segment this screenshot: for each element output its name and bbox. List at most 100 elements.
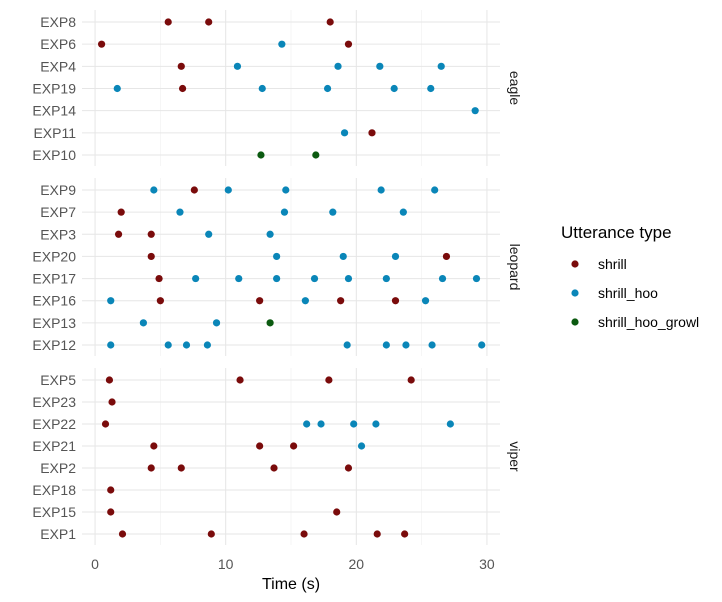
- data-point-shrill: [207, 530, 215, 538]
- row-label: EXP14: [32, 103, 76, 119]
- data-point-shrill_hoo: [258, 84, 266, 93]
- data-point-shrill_hoo: [323, 84, 332, 93]
- row-label: EXP2: [40, 460, 76, 476]
- data-point-shrill: [164, 18, 172, 26]
- row-label: EXP20: [32, 248, 76, 264]
- data-point-shrill_hoo: [278, 40, 286, 48]
- x-tick-label: 10: [218, 556, 234, 572]
- data-point-shrill_hoo: [478, 341, 486, 349]
- legend-label: shrill_hoo_growl: [598, 314, 699, 330]
- data-point-shrill: [117, 208, 125, 216]
- legend-label: shrill_hoo: [598, 285, 658, 301]
- data-point-shrill_hoo: [471, 107, 479, 115]
- data-point-shrill: [205, 18, 213, 26]
- data-point-shrill: [147, 230, 155, 238]
- legend-key-shrill_hoo: [571, 289, 579, 297]
- legend-label: shrill: [598, 256, 627, 272]
- data-point-shrill_hoo: [357, 442, 366, 450]
- data-point-shrill_hoo: [301, 297, 309, 305]
- data-point-shrill_hoo: [382, 341, 390, 349]
- facet-leopard: EXP9 EXP7 EXP3 EXP20 EXP17 EXP16 EXP13 EXP12 leo…: [32, 178, 523, 356]
- data-point-shrill_hoo: [192, 274, 200, 283]
- facet-viper: EXP5 EXP23 EXP22 EXP21 EXP2 EXP18 EXP15 EXP1 vip…: [32, 368, 523, 545]
- data-point-shrill: [442, 252, 451, 261]
- row-label: EXP18: [32, 482, 76, 498]
- data-point-shrill: [326, 18, 334, 26]
- data-point-shrill: [337, 297, 345, 305]
- data-point-shrill_hoo: [203, 341, 211, 349]
- row-label: EXP1: [40, 526, 76, 542]
- data-point-shrill: [147, 252, 155, 261]
- facet-strip-label: viper: [507, 441, 523, 472]
- facet-eagle: EXP8 EXP6 EXP4 EXP19 EXP14 EXP11 EXP10 eagle: [32, 10, 523, 166]
- facet-panels: EXP8EXP6EXP4EXP19EXP14EXP11EXP10eagleEXP…: [32, 10, 523, 545]
- row-label: EXP19: [32, 81, 76, 97]
- data-point-shrill: [270, 464, 278, 472]
- data-point-shrill: [97, 40, 106, 48]
- data-point-shrill: [190, 186, 198, 194]
- legend: Utterance type shrill shrill_hoo shrill_hoo…: [561, 223, 699, 330]
- data-point-shrill_hoo: [310, 274, 319, 283]
- row-label: EXP16: [32, 293, 76, 309]
- data-point-shrill_hoo: [212, 319, 221, 327]
- data-point-shrill: [325, 376, 333, 384]
- data-point-shrill_hoo: [280, 208, 289, 216]
- row-label: EXP5: [40, 372, 76, 388]
- data-point-shrill: [150, 442, 158, 450]
- x-axis: 0 10 20 30: [91, 556, 495, 572]
- data-point-shrill: [177, 62, 185, 70]
- x-tick-label: 30: [479, 556, 495, 572]
- data-point-shrill: [177, 464, 185, 472]
- data-point-shrill: [118, 530, 127, 538]
- row-label: EXP17: [32, 271, 76, 287]
- data-point-shrill: [107, 486, 115, 494]
- row-label: EXP15: [32, 504, 76, 520]
- data-point-shrill_hoo: [273, 274, 281, 283]
- data-point-shrill_hoo: [334, 62, 342, 70]
- legend-key-shrill_hoo_growl: [571, 318, 579, 326]
- data-point-shrill: [156, 297, 164, 305]
- data-point-shrill_hoo: [377, 186, 385, 194]
- data-point-shrill_hoo: [339, 252, 347, 261]
- data-point-shrill_hoo: [107, 341, 115, 349]
- row-label: EXP3: [40, 226, 76, 242]
- data-point-shrill_hoo: [273, 252, 281, 261]
- row-label: EXP11: [33, 125, 76, 141]
- data-point-shrill: [105, 376, 114, 384]
- data-point-shrill_hoo: [340, 129, 349, 137]
- data-point-shrill_hoo: [350, 420, 358, 428]
- data-point-shrill_hoo: [176, 208, 184, 216]
- data-point-shrill_hoo: [472, 274, 481, 283]
- x-tick-label: 20: [349, 556, 365, 572]
- data-point-shrill: [114, 230, 123, 238]
- data-point-shrill: [333, 508, 341, 516]
- row-label: EXP23: [32, 394, 76, 410]
- data-point-shrill_hoo: [282, 186, 290, 194]
- legend-key-shrill: [571, 260, 579, 268]
- data-point-shrill: [256, 297, 264, 305]
- data-point-shrill: [407, 376, 415, 384]
- data-point-shrill_hoo_growl: [257, 151, 265, 159]
- data-point-shrill_hoo: [431, 186, 439, 194]
- data-point-shrill_hoo: [391, 252, 400, 261]
- data-point-shrill_hoo: [164, 341, 172, 349]
- data-point-shrill_hoo: [235, 274, 243, 283]
- facet-strip-label: eagle: [507, 71, 523, 105]
- data-point-shrill_hoo: [344, 274, 353, 283]
- row-label: EXP10: [32, 147, 76, 163]
- data-point-shrill: [101, 420, 110, 428]
- data-point-shrill_hoo: [107, 297, 115, 305]
- data-point-shrill: [300, 530, 308, 538]
- data-point-shrill_hoo: [113, 84, 121, 93]
- data-point-shrill: [391, 297, 400, 305]
- data-point-shrill_hoo: [421, 297, 430, 305]
- data-point-shrill_hoo: [437, 62, 445, 70]
- data-point-shrill: [256, 442, 264, 450]
- data-point-shrill_hoo: [428, 341, 436, 349]
- row-label: EXP21: [32, 438, 76, 454]
- data-point-shrill_hoo: [139, 319, 147, 327]
- row-label: EXP4: [40, 58, 76, 74]
- data-point-shrill: [344, 40, 353, 48]
- data-point-shrill: [107, 508, 115, 516]
